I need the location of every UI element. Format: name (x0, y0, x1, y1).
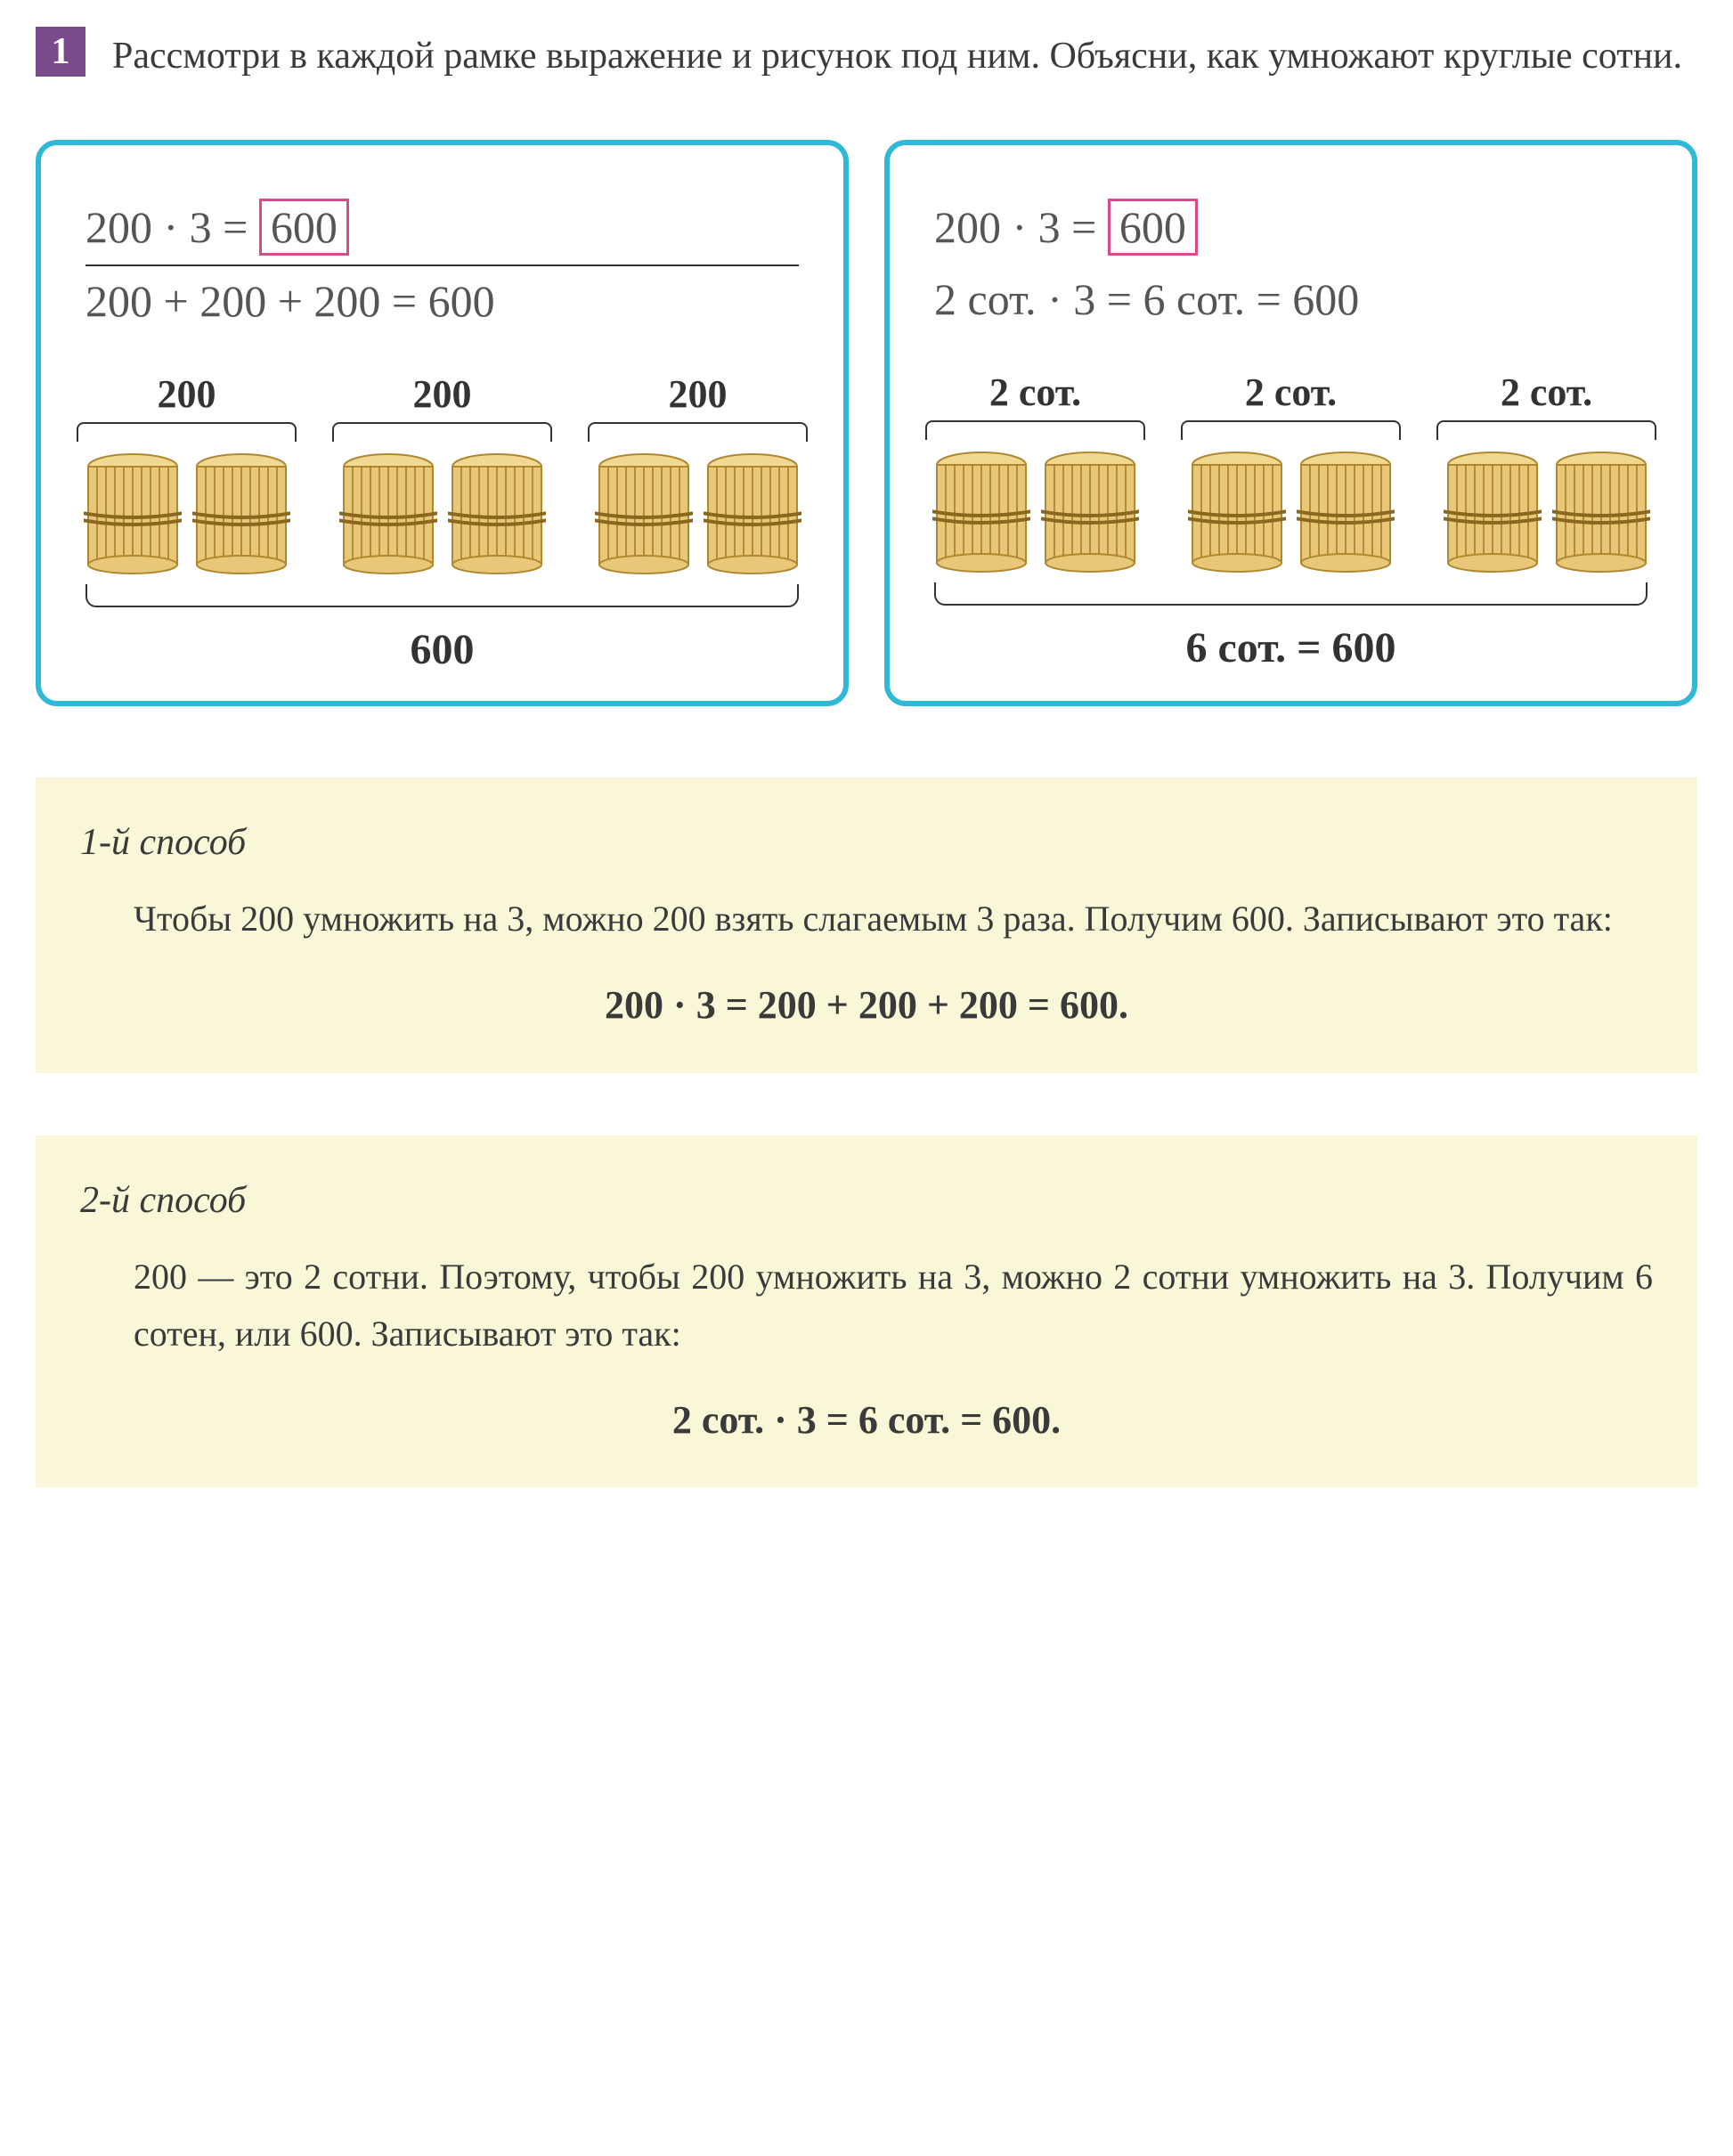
bundle-icon (704, 451, 801, 575)
method-1-title: 1-й способ (80, 813, 1653, 873)
bundle-pair (916, 449, 1154, 574)
task-text: Рассмотри в каждой рамке выражение и рис… (112, 27, 1682, 86)
task-number-badge: 1 (36, 27, 85, 77)
bundle-pair (68, 451, 305, 575)
bundle-icon (339, 451, 437, 575)
left-eq-bottom: 200 + 200 + 200 = 600 (68, 275, 817, 327)
right-bottom-brace (934, 582, 1648, 606)
left-group-3-label: 200 (579, 371, 817, 417)
top-brace (588, 422, 808, 442)
right-eq-lhs: 200 · 3 = (934, 202, 1096, 252)
right-group-3: 2 сот. (1428, 370, 1665, 574)
method-2-body: 200 — это 2 сотни. Поэтому, чтобы 200 ум… (80, 1249, 1653, 1363)
frame-right: 200 · 3 = 600 2 сот. · 3 = 6 сот. = 600 … (884, 140, 1697, 706)
bundle-pair (1172, 449, 1410, 574)
top-brace (77, 422, 297, 442)
frame-left: 200 · 3 = 600 200 + 200 + 200 = 600 200 … (36, 140, 849, 706)
frames-row: 200 · 3 = 600 200 + 200 + 200 = 600 200 … (36, 140, 1697, 706)
left-eq-lhs: 200 · 3 = (85, 202, 248, 252)
method-1-equation: 200 · 3 = 200 + 200 + 200 = 600. (80, 974, 1653, 1037)
right-total: 6 сот. = 600 (916, 623, 1665, 672)
right-eq-result: 600 (1108, 199, 1198, 256)
bundle-icon (1297, 449, 1395, 574)
right-group-2: 2 сот. (1172, 370, 1410, 574)
bundle-pair (579, 451, 817, 575)
bundle-icon (1041, 449, 1139, 574)
bundle-icon (932, 449, 1030, 574)
method-2-equation: 2 сот. · 3 = 6 сот. = 600. (80, 1389, 1653, 1452)
left-eq-divider (85, 264, 799, 266)
method-1-body: Чтобы 200 умножить на 3, можно 200 взять… (80, 891, 1653, 948)
method-2-title: 2-й способ (80, 1171, 1653, 1231)
left-group-2-label: 200 (323, 371, 561, 417)
left-group-3: 200 (579, 371, 817, 575)
right-group-3-label: 2 сот. (1428, 370, 1665, 415)
left-eq-result: 600 (259, 199, 349, 256)
right-group-2-label: 2 сот. (1172, 370, 1410, 415)
bundle-icon (1552, 449, 1650, 574)
bundle-icon (84, 451, 182, 575)
left-total: 600 (68, 625, 817, 674)
bundle-icon (192, 451, 290, 575)
left-bottom-brace (85, 584, 799, 607)
left-group-1-label: 200 (68, 371, 305, 417)
left-group-2: 200 (323, 371, 561, 575)
task-header: 1 Рассмотри в каждой рамке выражение и р… (36, 27, 1697, 86)
right-group-1: 2 сот. (916, 370, 1154, 574)
bundle-pair (323, 451, 561, 575)
bundle-icon (595, 451, 693, 575)
bundle-icon (448, 451, 546, 575)
right-groups: 2 сот. 2 сот. 2 сот. (916, 370, 1665, 574)
top-brace (332, 422, 552, 442)
top-brace (925, 420, 1145, 440)
left-group-1: 200 (68, 371, 305, 575)
top-brace (1436, 420, 1656, 440)
right-eq-top: 200 · 3 = 600 (916, 199, 1665, 256)
method-1: 1-й способ Чтобы 200 умножить на 3, можн… (36, 777, 1697, 1073)
bundle-pair (1428, 449, 1665, 574)
right-eq-bottom: 2 сот. · 3 = 6 сот. = 600 (916, 264, 1665, 325)
left-groups: 200 200 200 (68, 371, 817, 575)
left-eq-top: 200 · 3 = 600 (68, 199, 817, 256)
bundle-icon (1188, 449, 1286, 574)
right-group-1-label: 2 сот. (916, 370, 1154, 415)
top-brace (1181, 420, 1401, 440)
method-2: 2-й способ 200 — это 2 сотни. Поэтому, ч… (36, 1135, 1697, 1488)
bundle-icon (1444, 449, 1542, 574)
